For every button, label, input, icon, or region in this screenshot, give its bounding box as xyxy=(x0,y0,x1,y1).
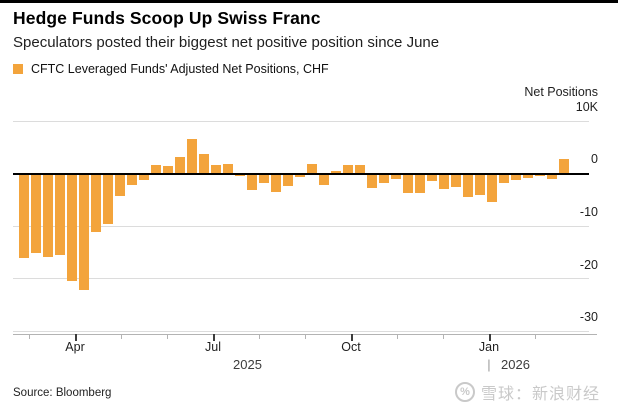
bar xyxy=(523,175,533,178)
bar xyxy=(127,175,137,185)
bar xyxy=(67,175,77,281)
x-tick-label-oct: Oct xyxy=(341,340,361,354)
bar xyxy=(199,154,209,173)
x-tick-label-jul: Jul xyxy=(205,340,221,354)
y-tick-neg30: -30 xyxy=(579,310,598,324)
bar xyxy=(319,175,329,185)
bar xyxy=(19,175,29,258)
bar xyxy=(175,157,185,173)
bar xyxy=(43,175,53,257)
bar xyxy=(331,171,341,173)
year-separator: | xyxy=(487,357,491,372)
bar xyxy=(511,175,521,180)
bar xyxy=(283,175,293,186)
y-tick-neg10: -10 xyxy=(579,205,598,219)
gridline-neg10 xyxy=(13,226,589,227)
chart-subtitle: Speculators posted their biggest net pos… xyxy=(13,34,440,51)
x-tick-label-apr: Apr xyxy=(65,340,85,354)
x-axis-minor-tick xyxy=(167,334,168,339)
x-axis-minor-tick xyxy=(535,334,536,339)
gridline-neg30 xyxy=(13,331,589,332)
bar xyxy=(79,175,89,290)
y-axis-title: Net Positions xyxy=(524,85,598,99)
bar xyxy=(451,175,461,187)
bar xyxy=(55,175,65,255)
gridline-neg20 xyxy=(13,278,589,279)
bar xyxy=(139,175,149,180)
watermark: % 雪球：新浪财经 xyxy=(454,380,600,404)
bar xyxy=(187,139,197,173)
x-axis-minor-tick xyxy=(305,334,306,339)
year-label-2026: 2026 xyxy=(501,357,530,372)
bar xyxy=(559,159,569,173)
source-attribution: Source: Bloomberg xyxy=(13,387,112,399)
bar xyxy=(31,175,41,253)
bar xyxy=(211,165,221,173)
legend-label: CFTC Leveraged Funds' Adjusted Net Posit… xyxy=(31,62,329,76)
x-axis-minor-tick xyxy=(443,334,444,339)
x-axis-minor-tick xyxy=(259,334,260,339)
legend: CFTC Leveraged Funds' Adjusted Net Posit… xyxy=(13,62,329,76)
bar xyxy=(295,175,305,177)
bar xyxy=(259,175,269,183)
x-tick-label-jan: Jan xyxy=(478,340,500,354)
y-tick-0: 0 xyxy=(591,152,598,166)
bar xyxy=(163,166,173,173)
bar xyxy=(343,165,353,173)
bar xyxy=(463,175,473,197)
bar xyxy=(379,175,389,183)
bar xyxy=(535,175,545,176)
bar xyxy=(547,175,557,179)
bar xyxy=(391,175,401,179)
bar xyxy=(475,175,485,195)
y-tick-10k: 10K xyxy=(575,100,598,114)
bar xyxy=(415,175,425,193)
bar xyxy=(115,175,125,196)
x-axis-minor-tick xyxy=(397,334,398,339)
x-axis-major-tick xyxy=(351,334,353,341)
bar xyxy=(439,175,449,189)
bar xyxy=(235,175,245,176)
watermark-text: 雪球：新浪财经 xyxy=(480,386,600,403)
bar xyxy=(103,175,113,224)
bar xyxy=(487,175,497,202)
bar xyxy=(247,175,257,190)
y-tick-neg20: -20 xyxy=(579,258,598,272)
bar xyxy=(403,175,413,193)
bar xyxy=(151,165,161,173)
bar xyxy=(499,175,509,183)
x-axis-major-tick xyxy=(213,334,215,341)
bar xyxy=(355,165,365,173)
bar xyxy=(367,175,377,188)
bar xyxy=(91,175,101,232)
bar xyxy=(223,164,233,173)
zero-line xyxy=(13,173,589,175)
bar xyxy=(271,175,281,192)
gridline-10k xyxy=(13,121,589,122)
year-label-2025: 2025 xyxy=(233,357,262,372)
legend-swatch-icon xyxy=(13,64,23,74)
x-axis-major-tick xyxy=(489,334,491,341)
bar xyxy=(307,164,317,173)
x-axis-minor-tick xyxy=(121,334,122,339)
x-axis-major-tick xyxy=(75,334,77,341)
x-axis-minor-tick xyxy=(29,334,30,339)
page-title: Hedge Funds Scoop Up Swiss Franc xyxy=(13,8,321,28)
bar xyxy=(427,175,437,181)
xueqiu-logo-icon: % xyxy=(454,382,475,402)
